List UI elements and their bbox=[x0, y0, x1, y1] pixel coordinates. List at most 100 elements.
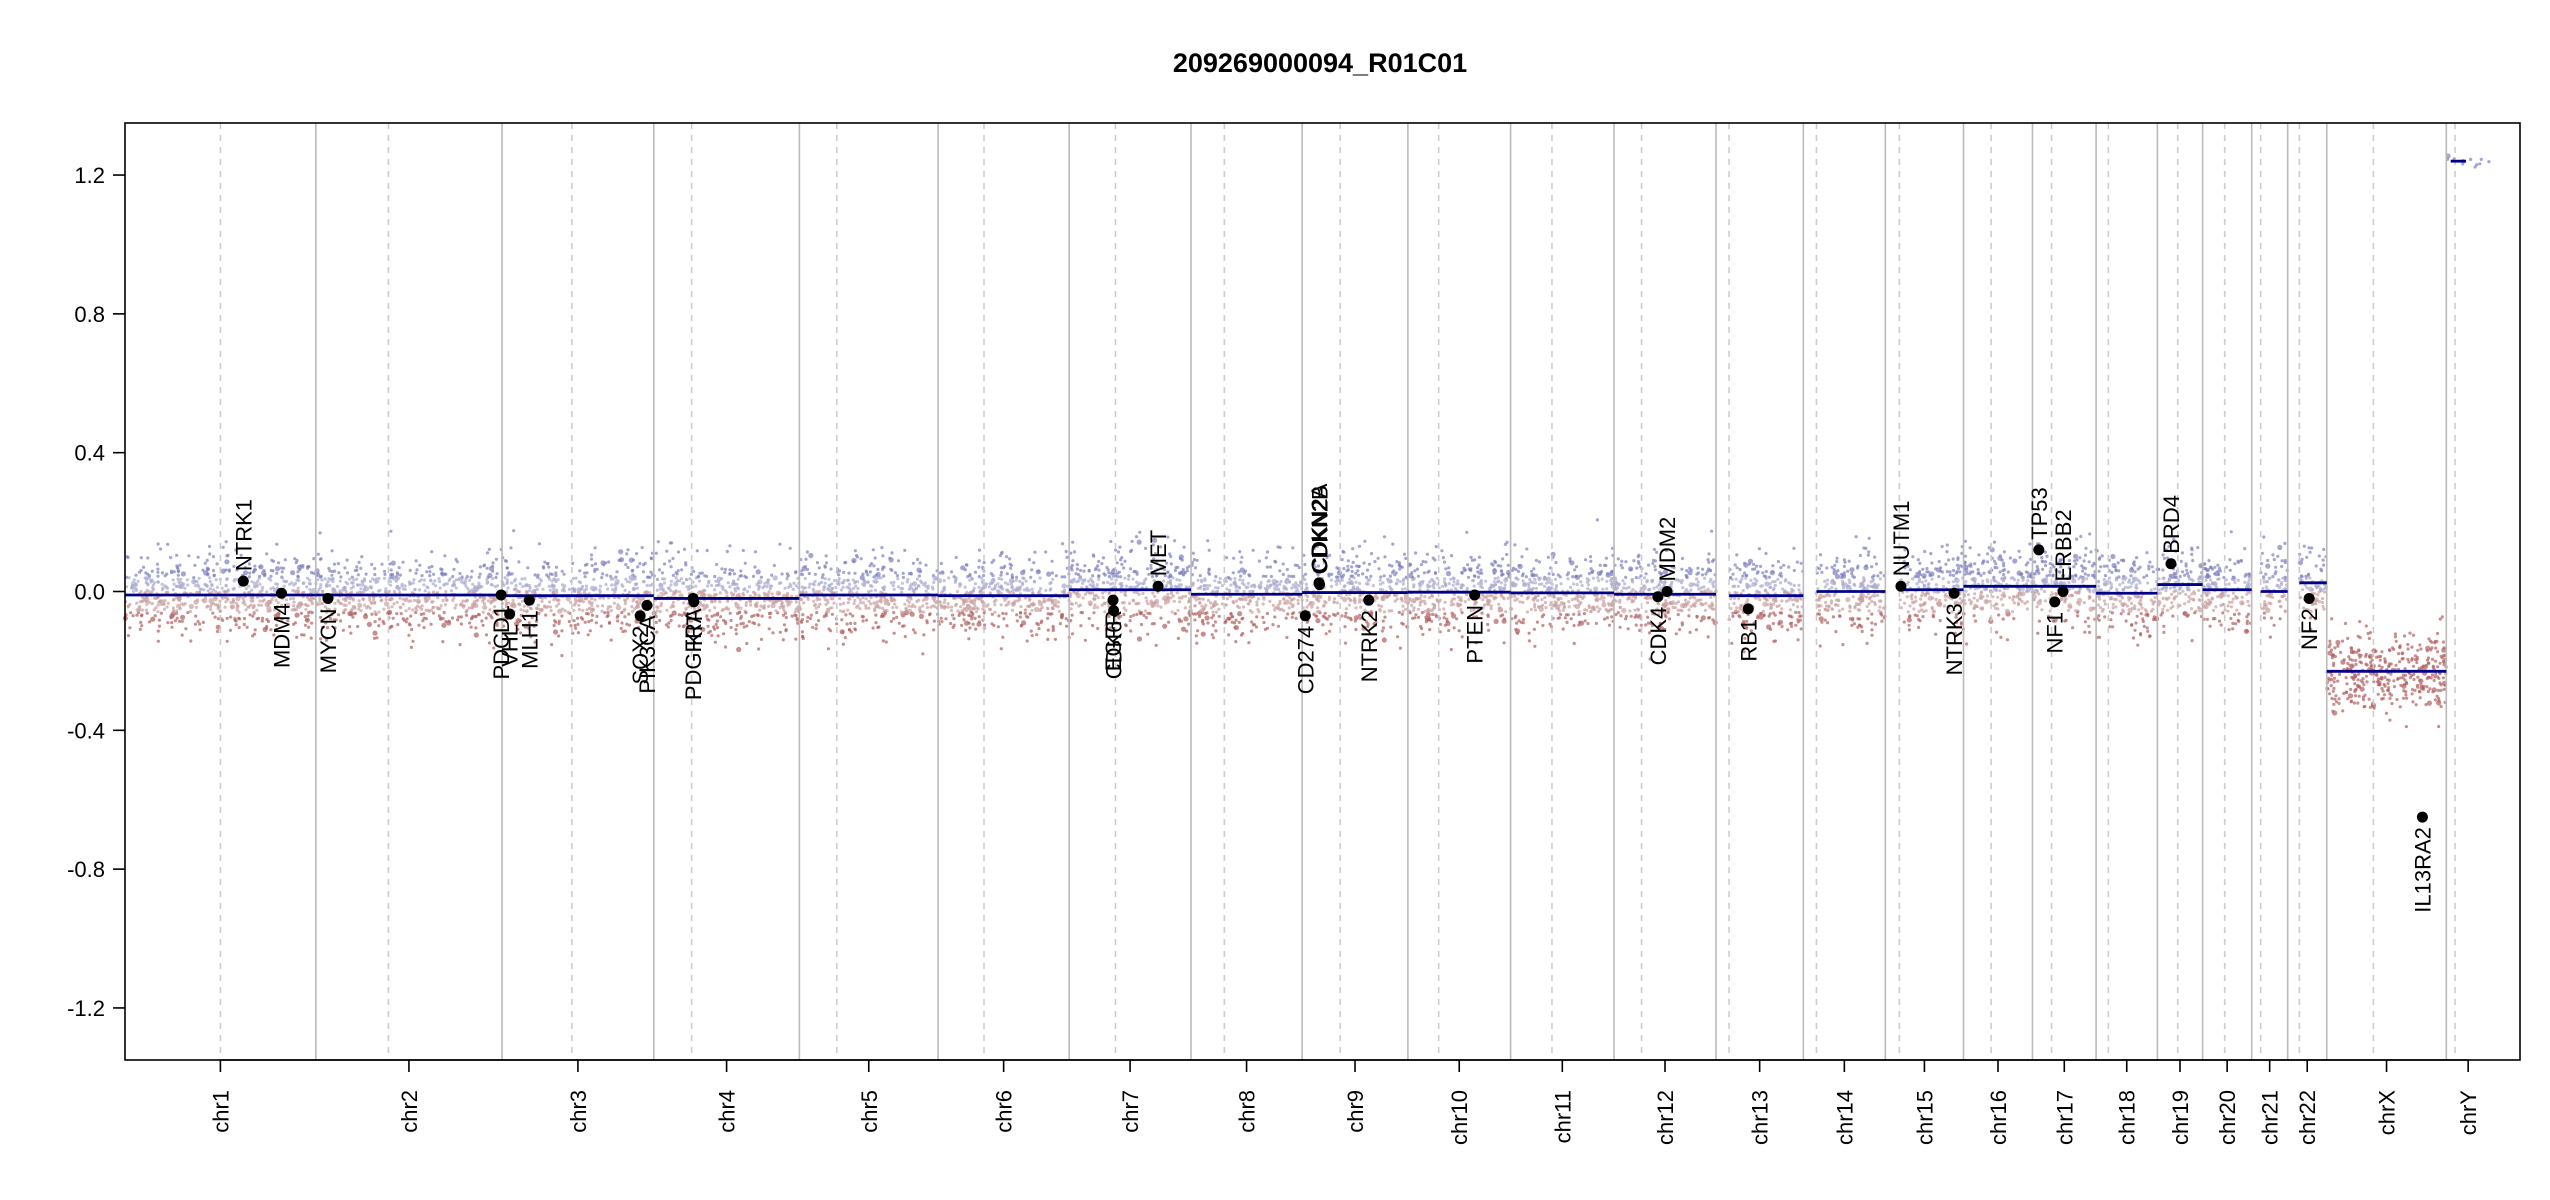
probe-point bbox=[1030, 568, 1034, 572]
probe-point bbox=[917, 574, 922, 578]
probe-point bbox=[482, 564, 486, 568]
probe-point bbox=[1605, 616, 1609, 620]
probe-point bbox=[1200, 604, 1204, 608]
probe-point bbox=[859, 575, 865, 581]
probe-point bbox=[1120, 562, 1124, 567]
probe-point bbox=[1467, 597, 1471, 602]
probe-point bbox=[823, 595, 827, 599]
probe-point bbox=[1233, 576, 1237, 581]
probe-point bbox=[946, 605, 950, 609]
probe-point bbox=[1264, 556, 1268, 560]
probe-point bbox=[270, 598, 274, 602]
probe-point bbox=[1217, 607, 1221, 611]
probe-point bbox=[1115, 561, 1119, 565]
probe-point bbox=[1079, 624, 1083, 628]
probe-point bbox=[699, 608, 703, 612]
probe-point bbox=[931, 595, 937, 601]
probe-point bbox=[574, 626, 578, 630]
probe-point bbox=[369, 586, 373, 590]
probe-point bbox=[744, 601, 749, 605]
probe-point bbox=[1439, 622, 1443, 627]
probe-point bbox=[1442, 607, 1446, 611]
probe-point bbox=[225, 616, 229, 621]
probe-point bbox=[1218, 576, 1222, 581]
probe-point bbox=[452, 567, 456, 572]
probe-point bbox=[226, 598, 230, 602]
probe-point bbox=[1214, 610, 1218, 614]
probe-point bbox=[743, 561, 747, 565]
probe-point bbox=[330, 569, 334, 574]
probe-point bbox=[745, 641, 749, 646]
probe-point bbox=[1075, 580, 1079, 584]
probe-point bbox=[1175, 578, 1179, 582]
probe-point bbox=[484, 616, 488, 620]
probe-point bbox=[1583, 619, 1587, 623]
probe-point bbox=[1138, 581, 1142, 585]
probe-point bbox=[176, 596, 182, 602]
probe-point bbox=[796, 621, 800, 625]
probe-point bbox=[537, 542, 542, 546]
probe-point bbox=[775, 590, 781, 596]
probe-point bbox=[911, 581, 918, 587]
probe-point bbox=[669, 619, 673, 623]
probe-point bbox=[302, 581, 306, 585]
probe-point bbox=[1005, 624, 1009, 628]
probe-point bbox=[485, 578, 489, 582]
probe-point bbox=[905, 598, 910, 603]
probe-point bbox=[508, 572, 512, 576]
probe-point bbox=[1521, 579, 1525, 583]
probe-point bbox=[728, 568, 732, 572]
probe-point bbox=[1230, 614, 1234, 618]
probe-point bbox=[619, 626, 623, 631]
probe-point bbox=[1074, 601, 1078, 605]
probe-point bbox=[1492, 580, 1496, 584]
probe-point bbox=[1234, 589, 1238, 593]
probe-point bbox=[1366, 582, 1370, 586]
probe-point bbox=[242, 570, 249, 576]
probe-point bbox=[1006, 582, 1010, 586]
probe-point bbox=[1421, 579, 1425, 584]
probe-point bbox=[656, 540, 660, 544]
probe-point bbox=[768, 615, 772, 620]
probe-point bbox=[1050, 571, 1054, 575]
probe-point bbox=[388, 562, 392, 566]
probe-point bbox=[327, 576, 331, 581]
probe-point bbox=[1400, 621, 1404, 625]
probe-point bbox=[209, 604, 213, 609]
probe-point bbox=[396, 572, 400, 576]
probe-point bbox=[620, 610, 624, 615]
probe-point bbox=[1234, 599, 1238, 603]
probe-point bbox=[731, 593, 735, 597]
probe-point bbox=[1587, 578, 1591, 582]
probe-point bbox=[280, 603, 284, 607]
probe-point bbox=[1354, 606, 1358, 610]
probe-point bbox=[891, 583, 895, 588]
probe-point bbox=[451, 584, 455, 588]
probe-point bbox=[1418, 584, 1422, 588]
probe-point bbox=[1131, 598, 1135, 603]
probe-point bbox=[1443, 612, 1447, 616]
probe-point bbox=[1124, 608, 1128, 612]
probe-point bbox=[1138, 530, 1142, 534]
probe-point bbox=[290, 608, 294, 612]
probe-point bbox=[538, 582, 542, 586]
probe-point bbox=[494, 557, 498, 561]
probe-point bbox=[1268, 565, 1272, 569]
probe-point bbox=[447, 619, 451, 623]
probe-point bbox=[693, 607, 697, 611]
probe-point bbox=[1181, 567, 1185, 572]
probe-point bbox=[1120, 556, 1124, 560]
probe-point bbox=[650, 626, 654, 630]
probe-point bbox=[1685, 569, 1689, 573]
probe-point bbox=[235, 608, 239, 612]
probe-point bbox=[744, 575, 749, 580]
probe-point bbox=[331, 577, 335, 581]
probe-point bbox=[698, 600, 702, 604]
probe-point bbox=[732, 572, 737, 576]
probe-point bbox=[1037, 627, 1041, 631]
probe-point bbox=[806, 615, 810, 619]
probe-point bbox=[1234, 582, 1238, 587]
probe-point bbox=[802, 601, 806, 605]
probe-point bbox=[1014, 578, 1018, 582]
probe-point bbox=[883, 597, 889, 604]
